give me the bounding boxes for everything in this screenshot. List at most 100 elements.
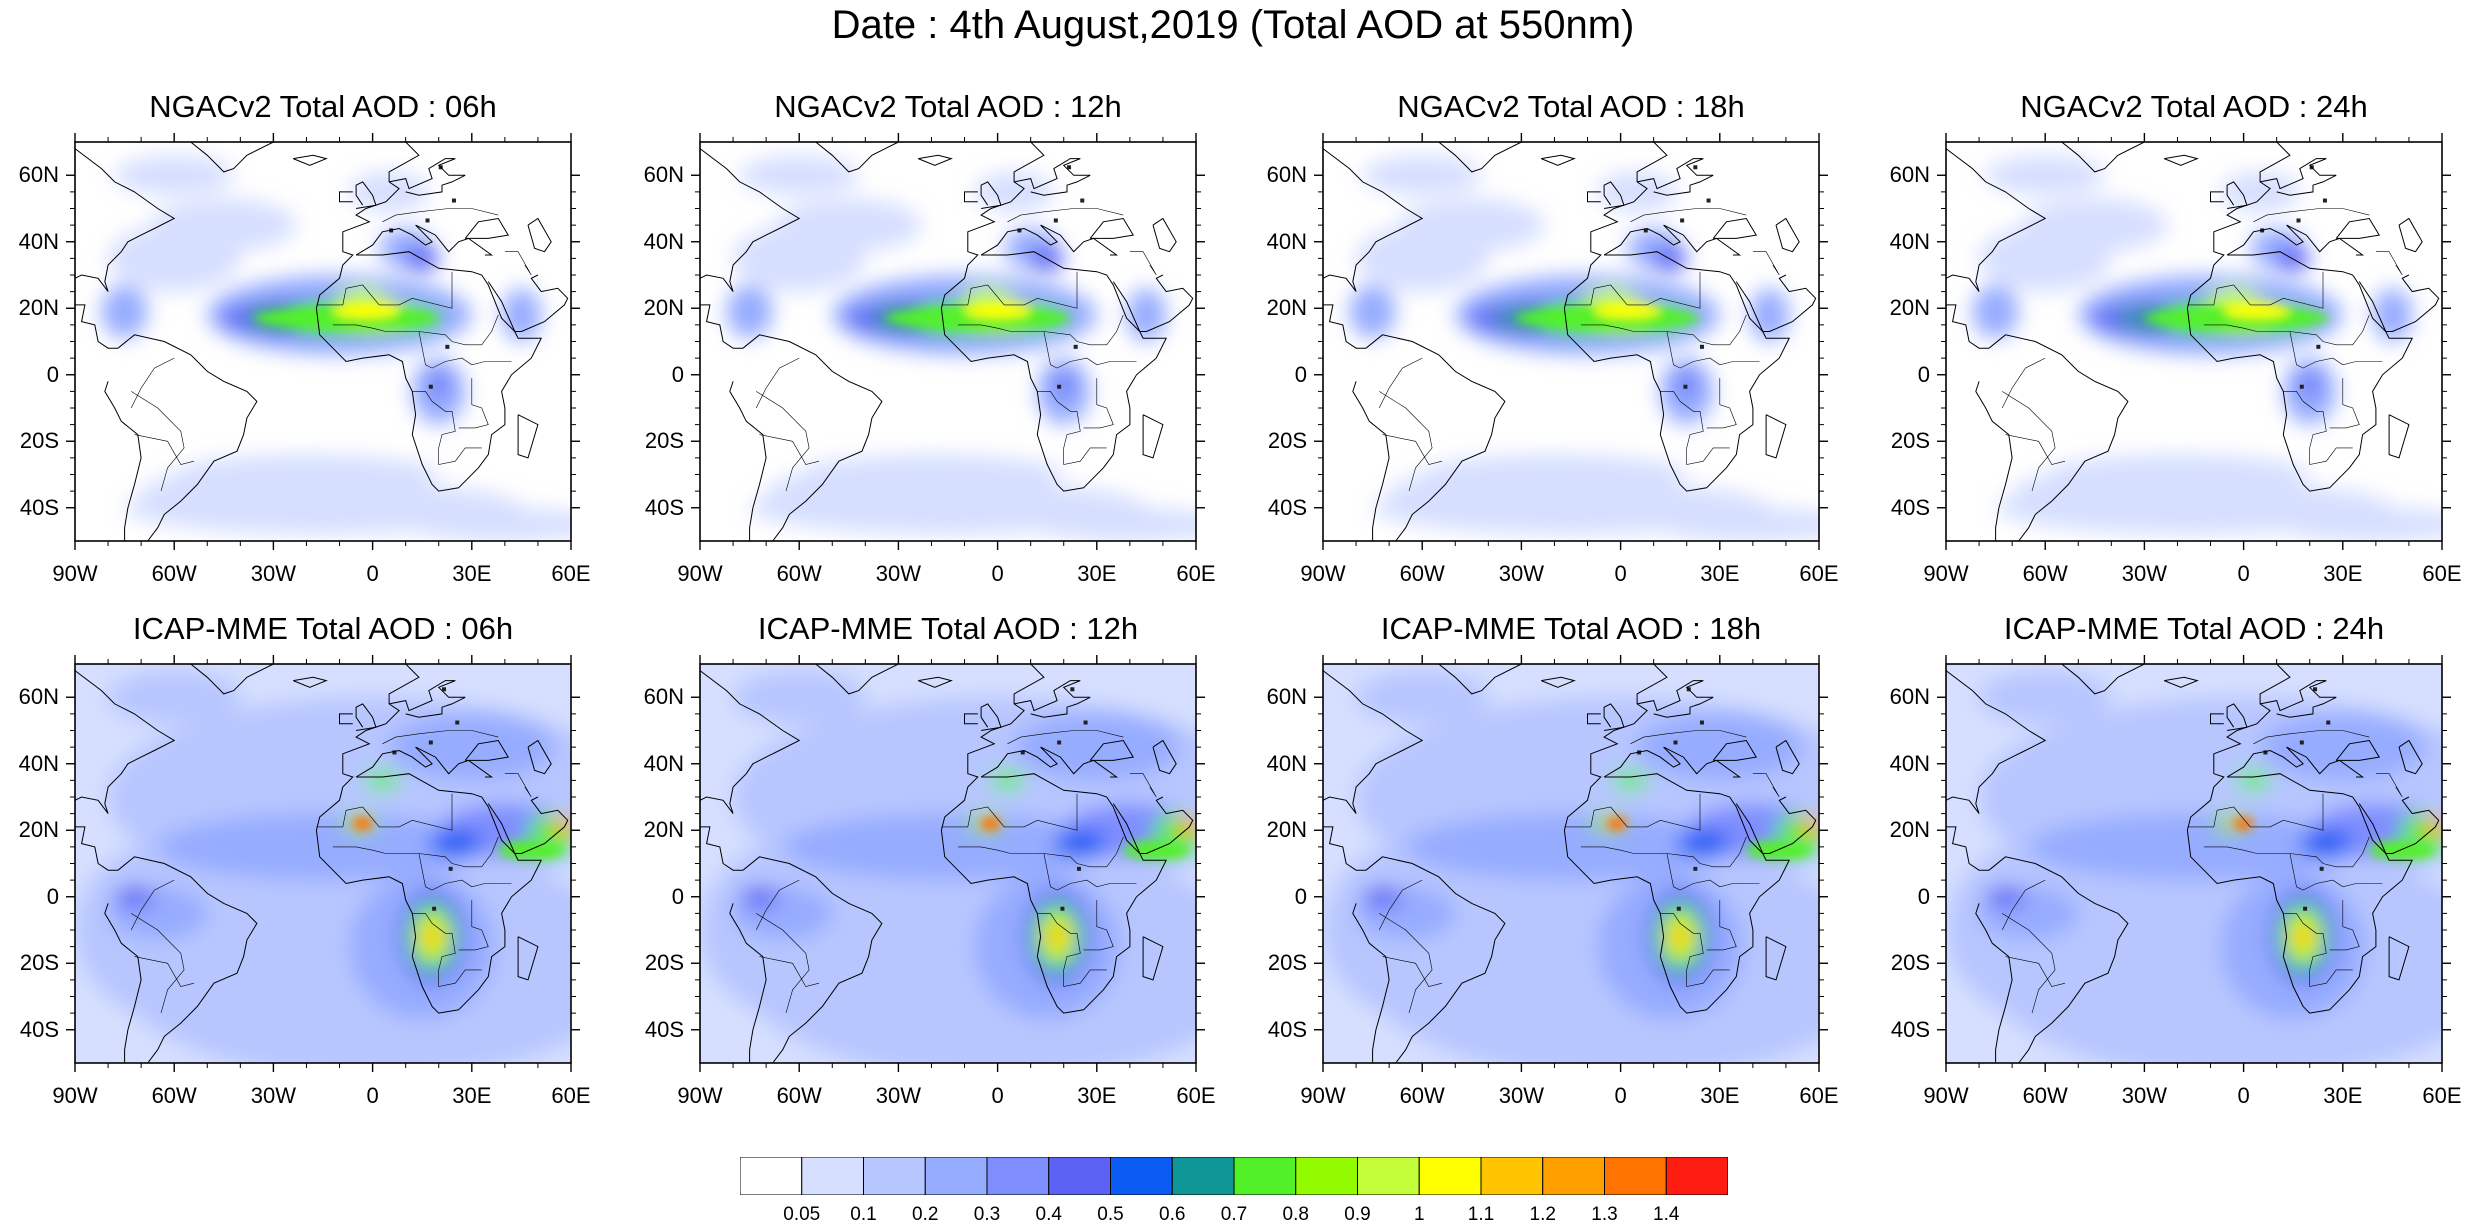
country-border [1379,391,1433,492]
lat-tick-label: 20S [1267,950,1307,976]
country-border [2005,434,2066,465]
lat-tick-label: 0 [1917,361,1930,387]
lat-tick-label: 0 [46,361,59,387]
lake-dot [1080,198,1085,203]
coastline [700,670,801,814]
lon-tick-label: 30E [2323,561,2363,586]
coastline [2358,274,2440,332]
coastline [918,676,953,688]
lake-dot [1680,218,1685,223]
lon-tick-label: 60E [1799,1083,1839,1108]
lon-tick-label: 90W [1923,561,1969,586]
lat-tick-label: 20S [1890,950,1930,976]
lake-dot [448,866,453,871]
coastline [1142,936,1164,981]
lat-tick-label: 20S [644,950,684,976]
lat-tick-label: 60N [18,684,59,710]
coastline [980,703,1002,731]
lon-tick-label: 30E [1077,1083,1117,1108]
lon-tick-label: 30W [2121,1083,2168,1108]
coastline [1089,739,1135,761]
coastline [75,148,176,292]
lake-dot [1076,866,1081,871]
coastline [1712,739,1758,761]
coastline [980,746,1119,778]
country-border [458,378,489,429]
lake-dot [2326,720,2331,725]
country-border [755,357,800,409]
lat-tick-label: 60N [1889,684,1930,710]
lat-tick-label: 60N [1889,162,1930,188]
lat-tick-label: 40S [1267,494,1307,520]
country-border [332,314,499,346]
colorbar-box [1480,1157,1544,1195]
lat-tick-label: 60N [18,162,59,188]
coastline [464,739,510,761]
country-border [1378,879,1423,931]
colorbar-box [801,1157,864,1195]
country-border [941,271,1078,309]
country-border [1043,331,1137,369]
lake-dot [2322,198,2327,203]
coastline [964,191,978,203]
coastline [2388,414,2410,459]
lat-tick-label: 40N [1889,750,1930,776]
country-border [2001,357,2046,409]
country-border [2283,913,2353,987]
coastline [355,746,494,778]
coastline [1112,796,1194,854]
colorbar-level-label: 1.2 [1529,1204,1556,1225]
coastline [2226,746,2365,778]
coastline [527,217,552,253]
lat-tick-label: 40S [644,494,684,520]
coastline [700,304,743,349]
lon-tick-label: 60W [776,1083,822,1108]
coastline [918,154,953,166]
country-border [2253,208,2370,223]
lat-tick-label: 40S [1890,494,1930,520]
lake-dot [2299,384,2304,389]
lat-tick-label: 0 [671,883,684,909]
lon-tick-label: 60E [1799,561,1839,586]
lake-dot [1683,384,1688,389]
colorbar-level-label: 0.8 [1282,1204,1309,1225]
country-border [1706,378,1737,429]
lon-tick-label: 90W [52,1083,98,1108]
country-border [2187,793,2324,831]
panel-title: NGACv2 Total AOD : 18h [1397,89,1745,124]
colorbar-box [1542,1157,1605,1195]
lake-dot [2296,218,2301,223]
lon-tick-label: 30E [452,561,492,586]
coastline [1541,154,1576,166]
panel-title: ICAP-MME Total AOD : 24h [2003,611,2385,646]
country-border [131,913,185,1014]
country-border [1129,773,1157,798]
country-border [2253,730,2370,745]
lat-tick-label: 60N [1266,162,1307,188]
coastline [2260,680,2337,718]
lon-tick-label: 30W [1498,561,1545,586]
coastline [1765,936,1787,981]
lake-dot [1676,906,1681,911]
aod-colorbar [740,1157,1728,1195]
lat-tick-label: 20S [1267,428,1307,454]
lake-dot [2313,687,2318,692]
coastline [700,826,743,871]
coastline [1637,680,1714,718]
coastline [75,826,118,871]
lat-tick-label: 40N [643,228,684,254]
country-border [1083,900,1114,951]
coastline [1438,664,1522,695]
colorbar-level-label: 1 [1413,1204,1425,1225]
coastline [389,680,466,718]
country-border [1083,378,1114,429]
colorbar-level-label: 0.6 [1159,1204,1186,1225]
lon-tick-label: 60W [2022,561,2068,586]
map-panel [66,655,580,1072]
map-panel [691,133,1205,550]
coastline [1089,217,1135,239]
country-border [2329,378,2360,429]
panel-title: NGACv2 Total AOD : 24h [2020,89,2368,124]
colorbar-box [1295,1157,1358,1195]
